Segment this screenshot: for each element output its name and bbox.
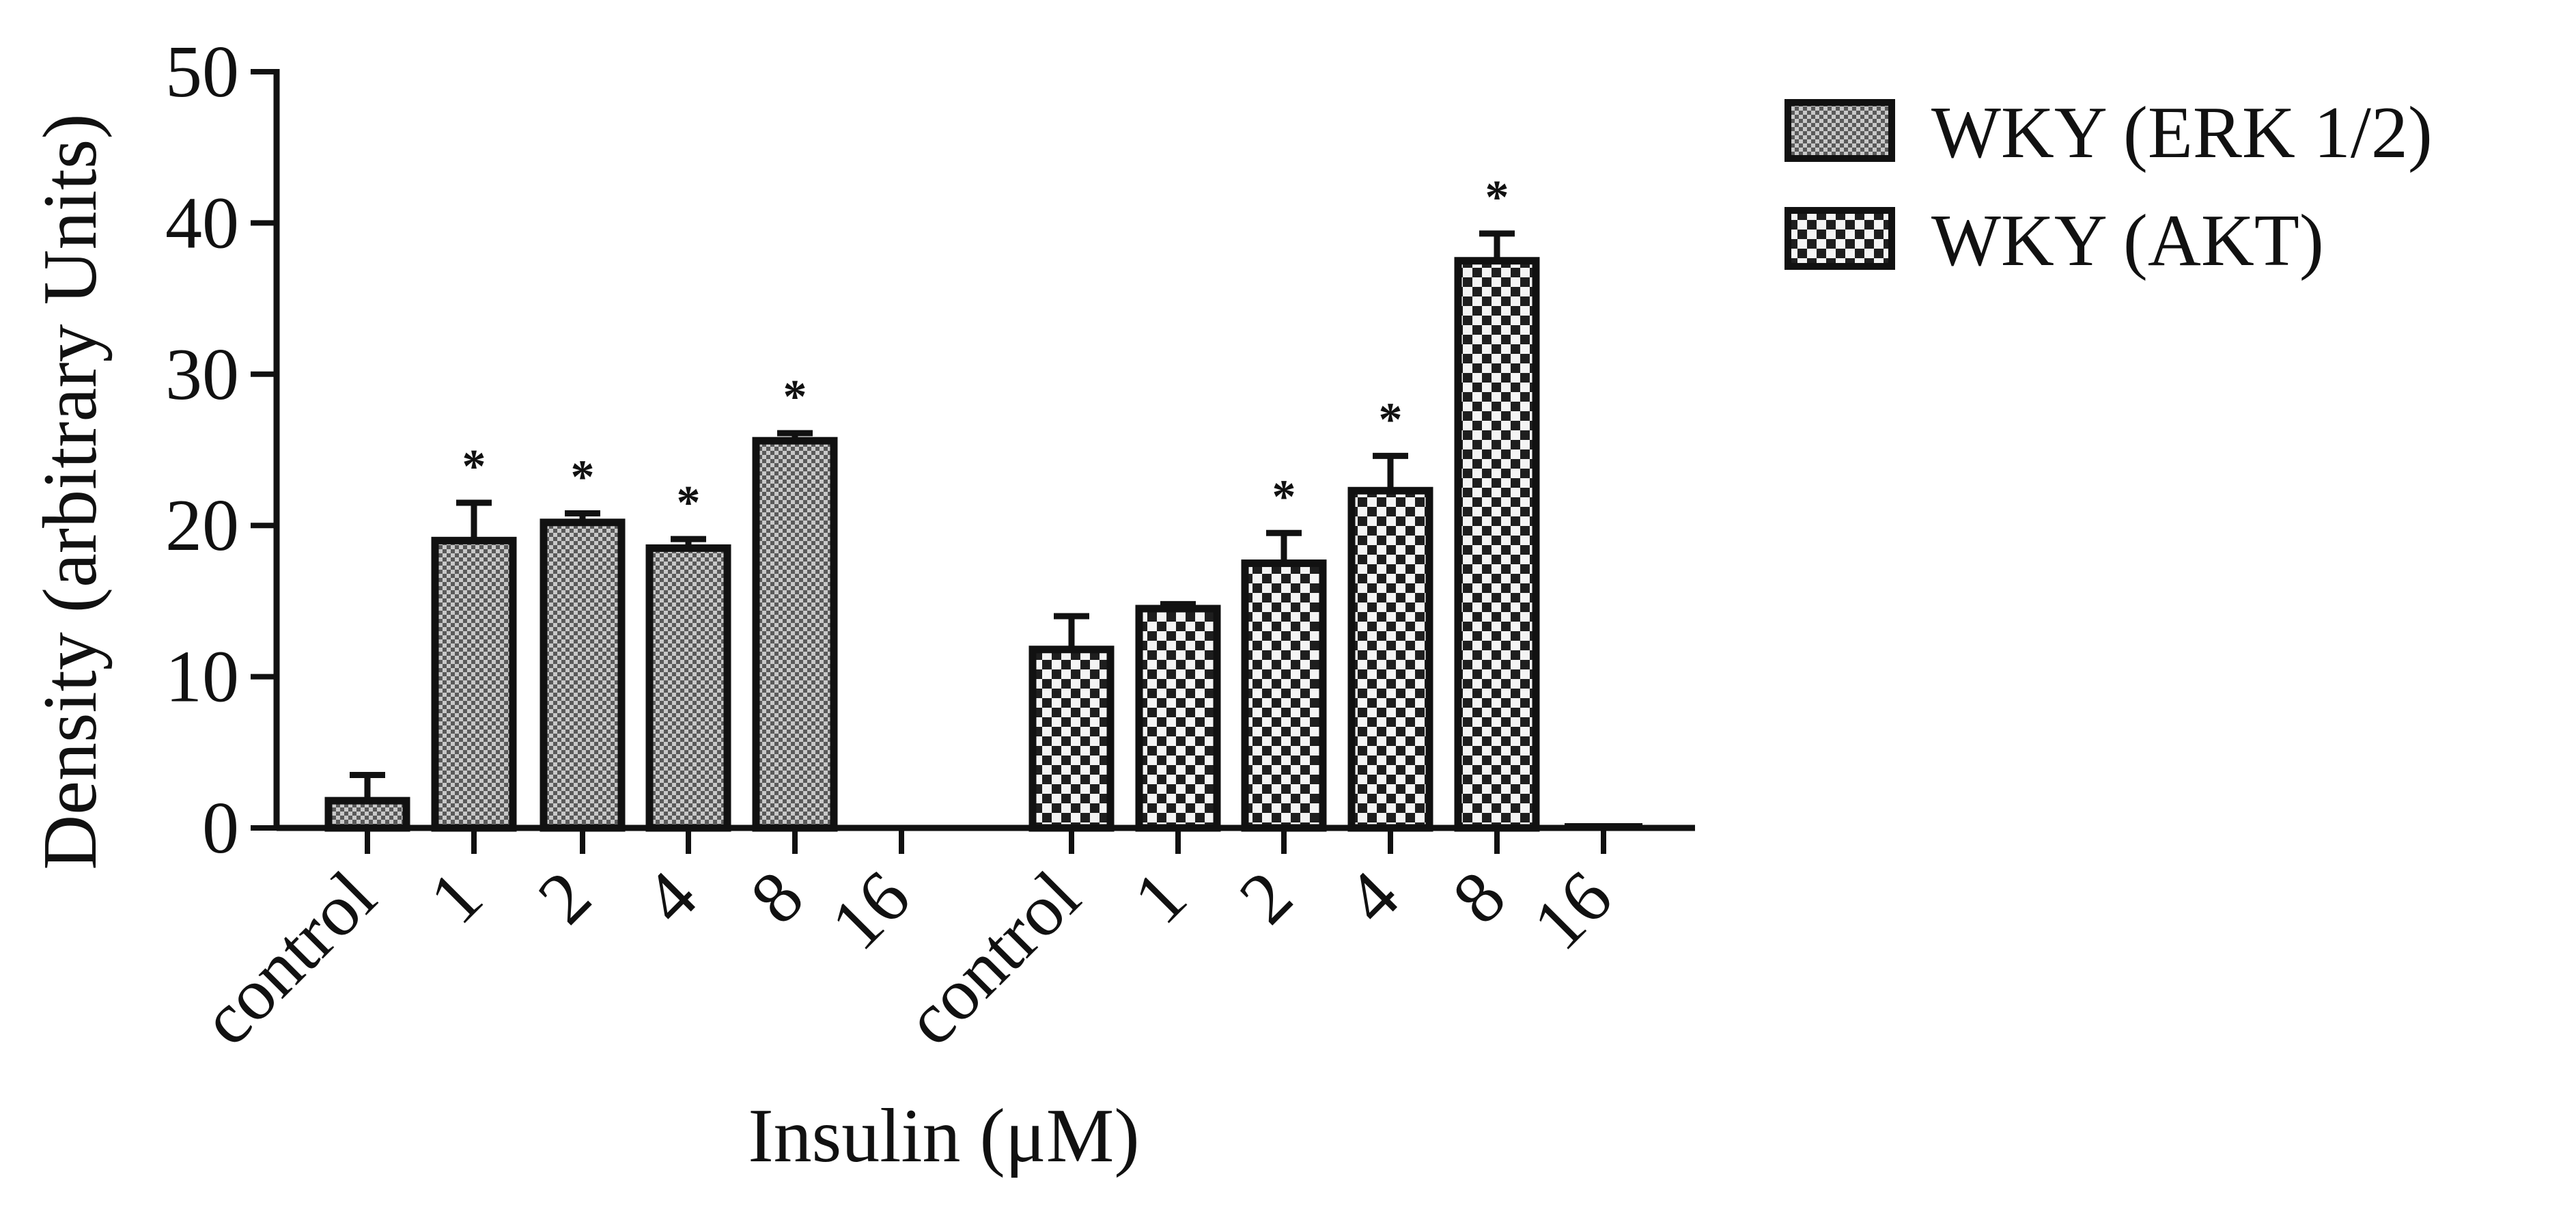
- legend-label-akt: WKY (AKT): [1931, 200, 2324, 281]
- y-axis-title: Density (arbitrary Units): [28, 113, 113, 870]
- bar: [645, 544, 731, 832]
- x-tick-label: 4: [629, 856, 712, 939]
- bar: [1241, 559, 1327, 832]
- y-tick-label: 10: [165, 637, 239, 718]
- x-tick-label: 2: [1224, 856, 1308, 939]
- significance-marker: *: [783, 371, 807, 424]
- legend-swatch-akt: [1784, 207, 1895, 270]
- significance-marker: *: [1272, 471, 1296, 523]
- significance-marker: *: [462, 441, 486, 493]
- bar: [1454, 257, 1540, 832]
- y-tick-label: 50: [165, 31, 239, 113]
- x-tick-label: 8: [1438, 856, 1521, 939]
- x-tick-label: control: [891, 856, 1095, 1061]
- legend-item-akt: WKY (AKT): [1784, 200, 2324, 281]
- y-tick-label: 0: [202, 788, 239, 869]
- legend: WKY (ERK 1/2) WKY (AKT): [1784, 92, 2433, 281]
- y-tick-label: 30: [165, 334, 239, 415]
- bar: [1135, 605, 1221, 832]
- legend-label-erk: WKY (ERK 1/2): [1931, 92, 2433, 174]
- x-tick-label: 4: [1331, 856, 1414, 939]
- x-axis-title: Insulin (μM): [748, 1094, 1139, 1178]
- x-tick-label: 1: [415, 856, 498, 939]
- bar: [1347, 486, 1433, 832]
- bar: [1028, 646, 1115, 832]
- bar: [431, 536, 517, 832]
- bar: [324, 797, 410, 832]
- significance-marker: *: [571, 451, 595, 503]
- x-tick-label: 16: [815, 856, 925, 966]
- significance-marker: *: [1485, 171, 1509, 224]
- x-tick-label: 8: [736, 856, 819, 939]
- significance-marker: *: [677, 477, 701, 529]
- y-tick-label: 40: [165, 182, 239, 264]
- bar: [752, 437, 838, 832]
- legend-item-erk: WKY (ERK 1/2): [1784, 92, 2433, 174]
- x-tick-label: control: [186, 856, 391, 1061]
- x-tick-label: 1: [1119, 856, 1202, 939]
- legend-swatch-erk: [1784, 99, 1895, 162]
- y-tick-label: 20: [165, 485, 239, 566]
- significance-marker: *: [1379, 393, 1403, 446]
- x-tick-label: 16: [1517, 856, 1627, 966]
- bar: [540, 518, 626, 832]
- x-tick-label: 2: [523, 856, 606, 939]
